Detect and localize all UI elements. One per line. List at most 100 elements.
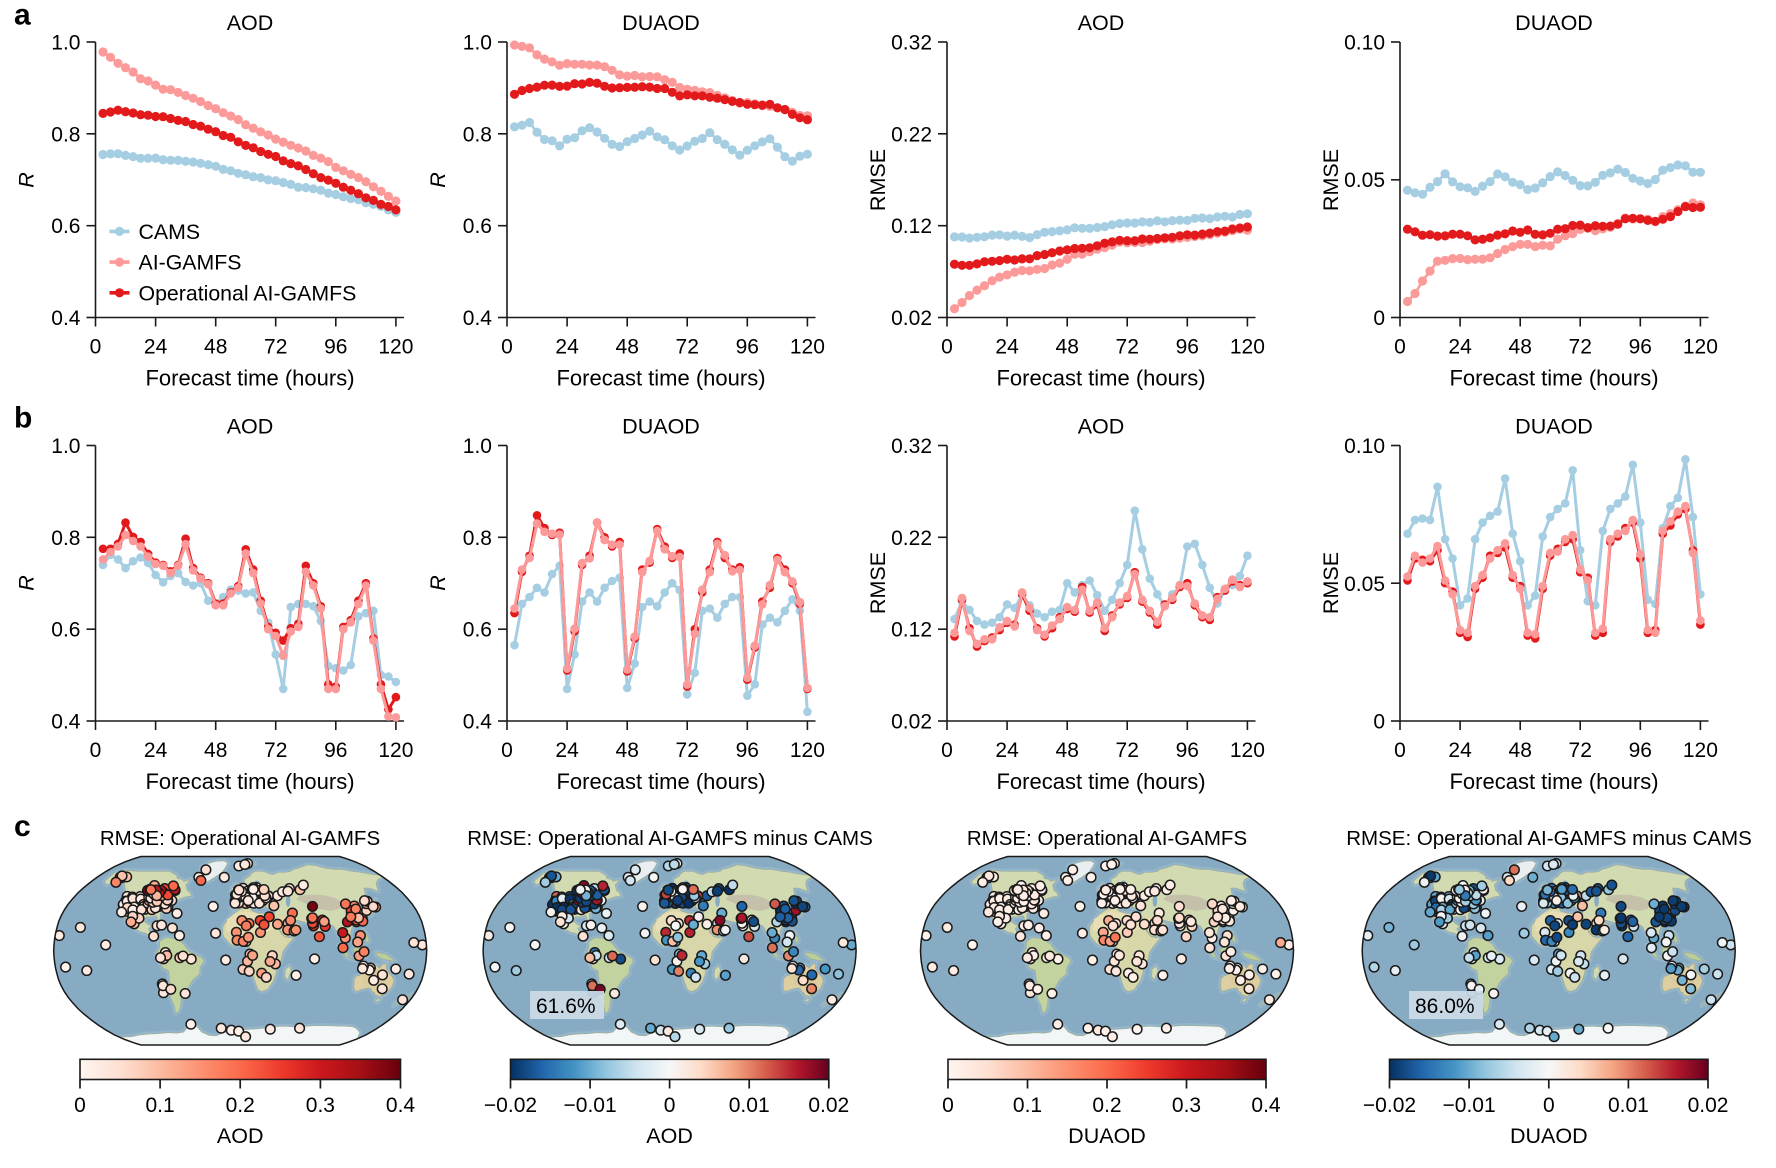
svg-text:AOD: AOD xyxy=(217,1124,264,1148)
svg-text:24: 24 xyxy=(995,739,1019,762)
svg-text:0.3: 0.3 xyxy=(306,1094,335,1117)
svg-text:0.8: 0.8 xyxy=(51,527,80,550)
svg-text:0: 0 xyxy=(1394,739,1406,762)
svg-text:24: 24 xyxy=(995,336,1019,359)
svg-text:0: 0 xyxy=(90,336,102,359)
svg-text:AOD: AOD xyxy=(646,1124,693,1148)
svg-text:RMSE: Operational AI-GAMFS min: RMSE: Operational AI-GAMFS minus CAMS xyxy=(467,827,873,850)
svg-text:c: c xyxy=(14,810,31,843)
svg-text:0.8: 0.8 xyxy=(463,123,492,146)
svg-text:96: 96 xyxy=(1176,336,1199,359)
svg-text:0.2: 0.2 xyxy=(226,1094,255,1117)
svg-text:0: 0 xyxy=(1373,307,1385,330)
svg-text:72: 72 xyxy=(264,336,287,359)
svg-text:0: 0 xyxy=(941,336,953,359)
svg-text:96: 96 xyxy=(324,739,347,762)
svg-text:1.0: 1.0 xyxy=(463,32,492,55)
svg-text:86.0%: 86.0% xyxy=(1415,995,1475,1018)
svg-text:1.0: 1.0 xyxy=(51,32,80,55)
svg-text:0.02: 0.02 xyxy=(891,307,932,330)
svg-text:R: R xyxy=(426,575,450,591)
svg-text:0.6: 0.6 xyxy=(463,215,492,238)
svg-text:0: 0 xyxy=(942,1094,954,1117)
svg-text:AOD: AOD xyxy=(227,415,274,439)
svg-text:Operational AI-GAMFS: Operational AI-GAMFS xyxy=(139,281,357,305)
svg-text:Forecast time (hours): Forecast time (hours) xyxy=(556,769,765,794)
svg-text:DUAOD: DUAOD xyxy=(1068,1124,1146,1148)
svg-text:DUAOD: DUAOD xyxy=(622,415,700,439)
svg-text:120: 120 xyxy=(1230,336,1265,359)
svg-text:RMSE: RMSE xyxy=(1319,552,1343,614)
svg-text:1.0: 1.0 xyxy=(51,435,80,458)
svg-text:0.05: 0.05 xyxy=(1344,573,1385,596)
svg-text:48: 48 xyxy=(616,336,639,359)
svg-text:0.05: 0.05 xyxy=(1344,169,1385,192)
svg-text:0.1: 0.1 xyxy=(145,1094,174,1117)
svg-text:0.32: 0.32 xyxy=(891,435,932,458)
svg-text:96: 96 xyxy=(324,336,347,359)
svg-text:−0.02: −0.02 xyxy=(484,1094,537,1117)
svg-text:24: 24 xyxy=(1448,739,1472,762)
svg-text:0.6: 0.6 xyxy=(51,619,80,642)
svg-text:96: 96 xyxy=(1176,739,1199,762)
svg-text:120: 120 xyxy=(1683,739,1718,762)
svg-text:24: 24 xyxy=(144,739,168,762)
svg-text:−0.01: −0.01 xyxy=(1443,1094,1496,1117)
svg-text:−0.01: −0.01 xyxy=(564,1094,617,1117)
svg-text:0.01: 0.01 xyxy=(1608,1094,1649,1117)
svg-text:0.4: 0.4 xyxy=(386,1094,416,1117)
svg-text:0.4: 0.4 xyxy=(51,307,81,330)
svg-text:0.4: 0.4 xyxy=(51,711,81,734)
svg-text:0.01: 0.01 xyxy=(729,1094,770,1117)
svg-text:−0.02: −0.02 xyxy=(1363,1094,1416,1117)
svg-text:RMSE: RMSE xyxy=(866,552,890,614)
svg-text:0.8: 0.8 xyxy=(463,527,492,550)
svg-text:RMSE: Operational AI-GAMFS: RMSE: Operational AI-GAMFS xyxy=(100,827,380,850)
svg-text:120: 120 xyxy=(790,336,825,359)
svg-text:0.12: 0.12 xyxy=(891,215,932,238)
svg-text:Forecast time (hours): Forecast time (hours) xyxy=(1449,769,1658,794)
svg-text:0.22: 0.22 xyxy=(891,123,932,146)
svg-text:0.02: 0.02 xyxy=(891,711,932,734)
svg-text:0.32: 0.32 xyxy=(891,32,932,55)
svg-text:AOD: AOD xyxy=(1078,11,1125,35)
svg-text:0: 0 xyxy=(90,739,102,762)
svg-text:1.0: 1.0 xyxy=(463,435,492,458)
svg-text:48: 48 xyxy=(1056,739,1079,762)
svg-text:0.8: 0.8 xyxy=(51,123,80,146)
svg-text:24: 24 xyxy=(555,336,579,359)
svg-text:120: 120 xyxy=(1683,336,1718,359)
svg-text:0: 0 xyxy=(1394,336,1406,359)
svg-text:72: 72 xyxy=(1116,336,1139,359)
svg-text:RMSE: Operational AI-GAMFS min: RMSE: Operational AI-GAMFS minus CAMS xyxy=(1346,827,1752,850)
svg-text:0.4: 0.4 xyxy=(1251,1094,1281,1117)
svg-text:Forecast time (hours): Forecast time (hours) xyxy=(556,366,765,391)
svg-text:AOD: AOD xyxy=(1078,415,1125,439)
svg-text:24: 24 xyxy=(144,336,168,359)
svg-text:0: 0 xyxy=(941,739,953,762)
svg-text:24: 24 xyxy=(555,739,579,762)
svg-text:0: 0 xyxy=(501,336,513,359)
svg-text:0: 0 xyxy=(74,1094,86,1117)
svg-text:0.10: 0.10 xyxy=(1344,32,1385,55)
svg-text:Forecast time (hours): Forecast time (hours) xyxy=(996,769,1205,794)
svg-text:DUAOD: DUAOD xyxy=(622,11,700,35)
svg-text:DUAOD: DUAOD xyxy=(1515,11,1593,35)
svg-text:120: 120 xyxy=(790,739,825,762)
svg-text:R: R xyxy=(15,172,39,188)
svg-text:0.4: 0.4 xyxy=(463,307,493,330)
svg-text:120: 120 xyxy=(1230,739,1265,762)
svg-text:0.22: 0.22 xyxy=(891,527,932,550)
svg-text:48: 48 xyxy=(616,739,639,762)
svg-text:72: 72 xyxy=(1116,739,1139,762)
svg-text:0.10: 0.10 xyxy=(1344,435,1385,458)
svg-text:0: 0 xyxy=(664,1094,676,1117)
svg-text:RMSE: RMSE xyxy=(1319,149,1343,211)
svg-text:24: 24 xyxy=(1448,336,1472,359)
svg-text:0: 0 xyxy=(1543,1094,1555,1117)
svg-text:RMSE: Operational AI-GAMFS: RMSE: Operational AI-GAMFS xyxy=(967,827,1247,850)
svg-text:0: 0 xyxy=(501,739,513,762)
svg-text:96: 96 xyxy=(1629,739,1652,762)
svg-text:48: 48 xyxy=(204,336,227,359)
svg-text:RMSE: RMSE xyxy=(866,149,890,211)
